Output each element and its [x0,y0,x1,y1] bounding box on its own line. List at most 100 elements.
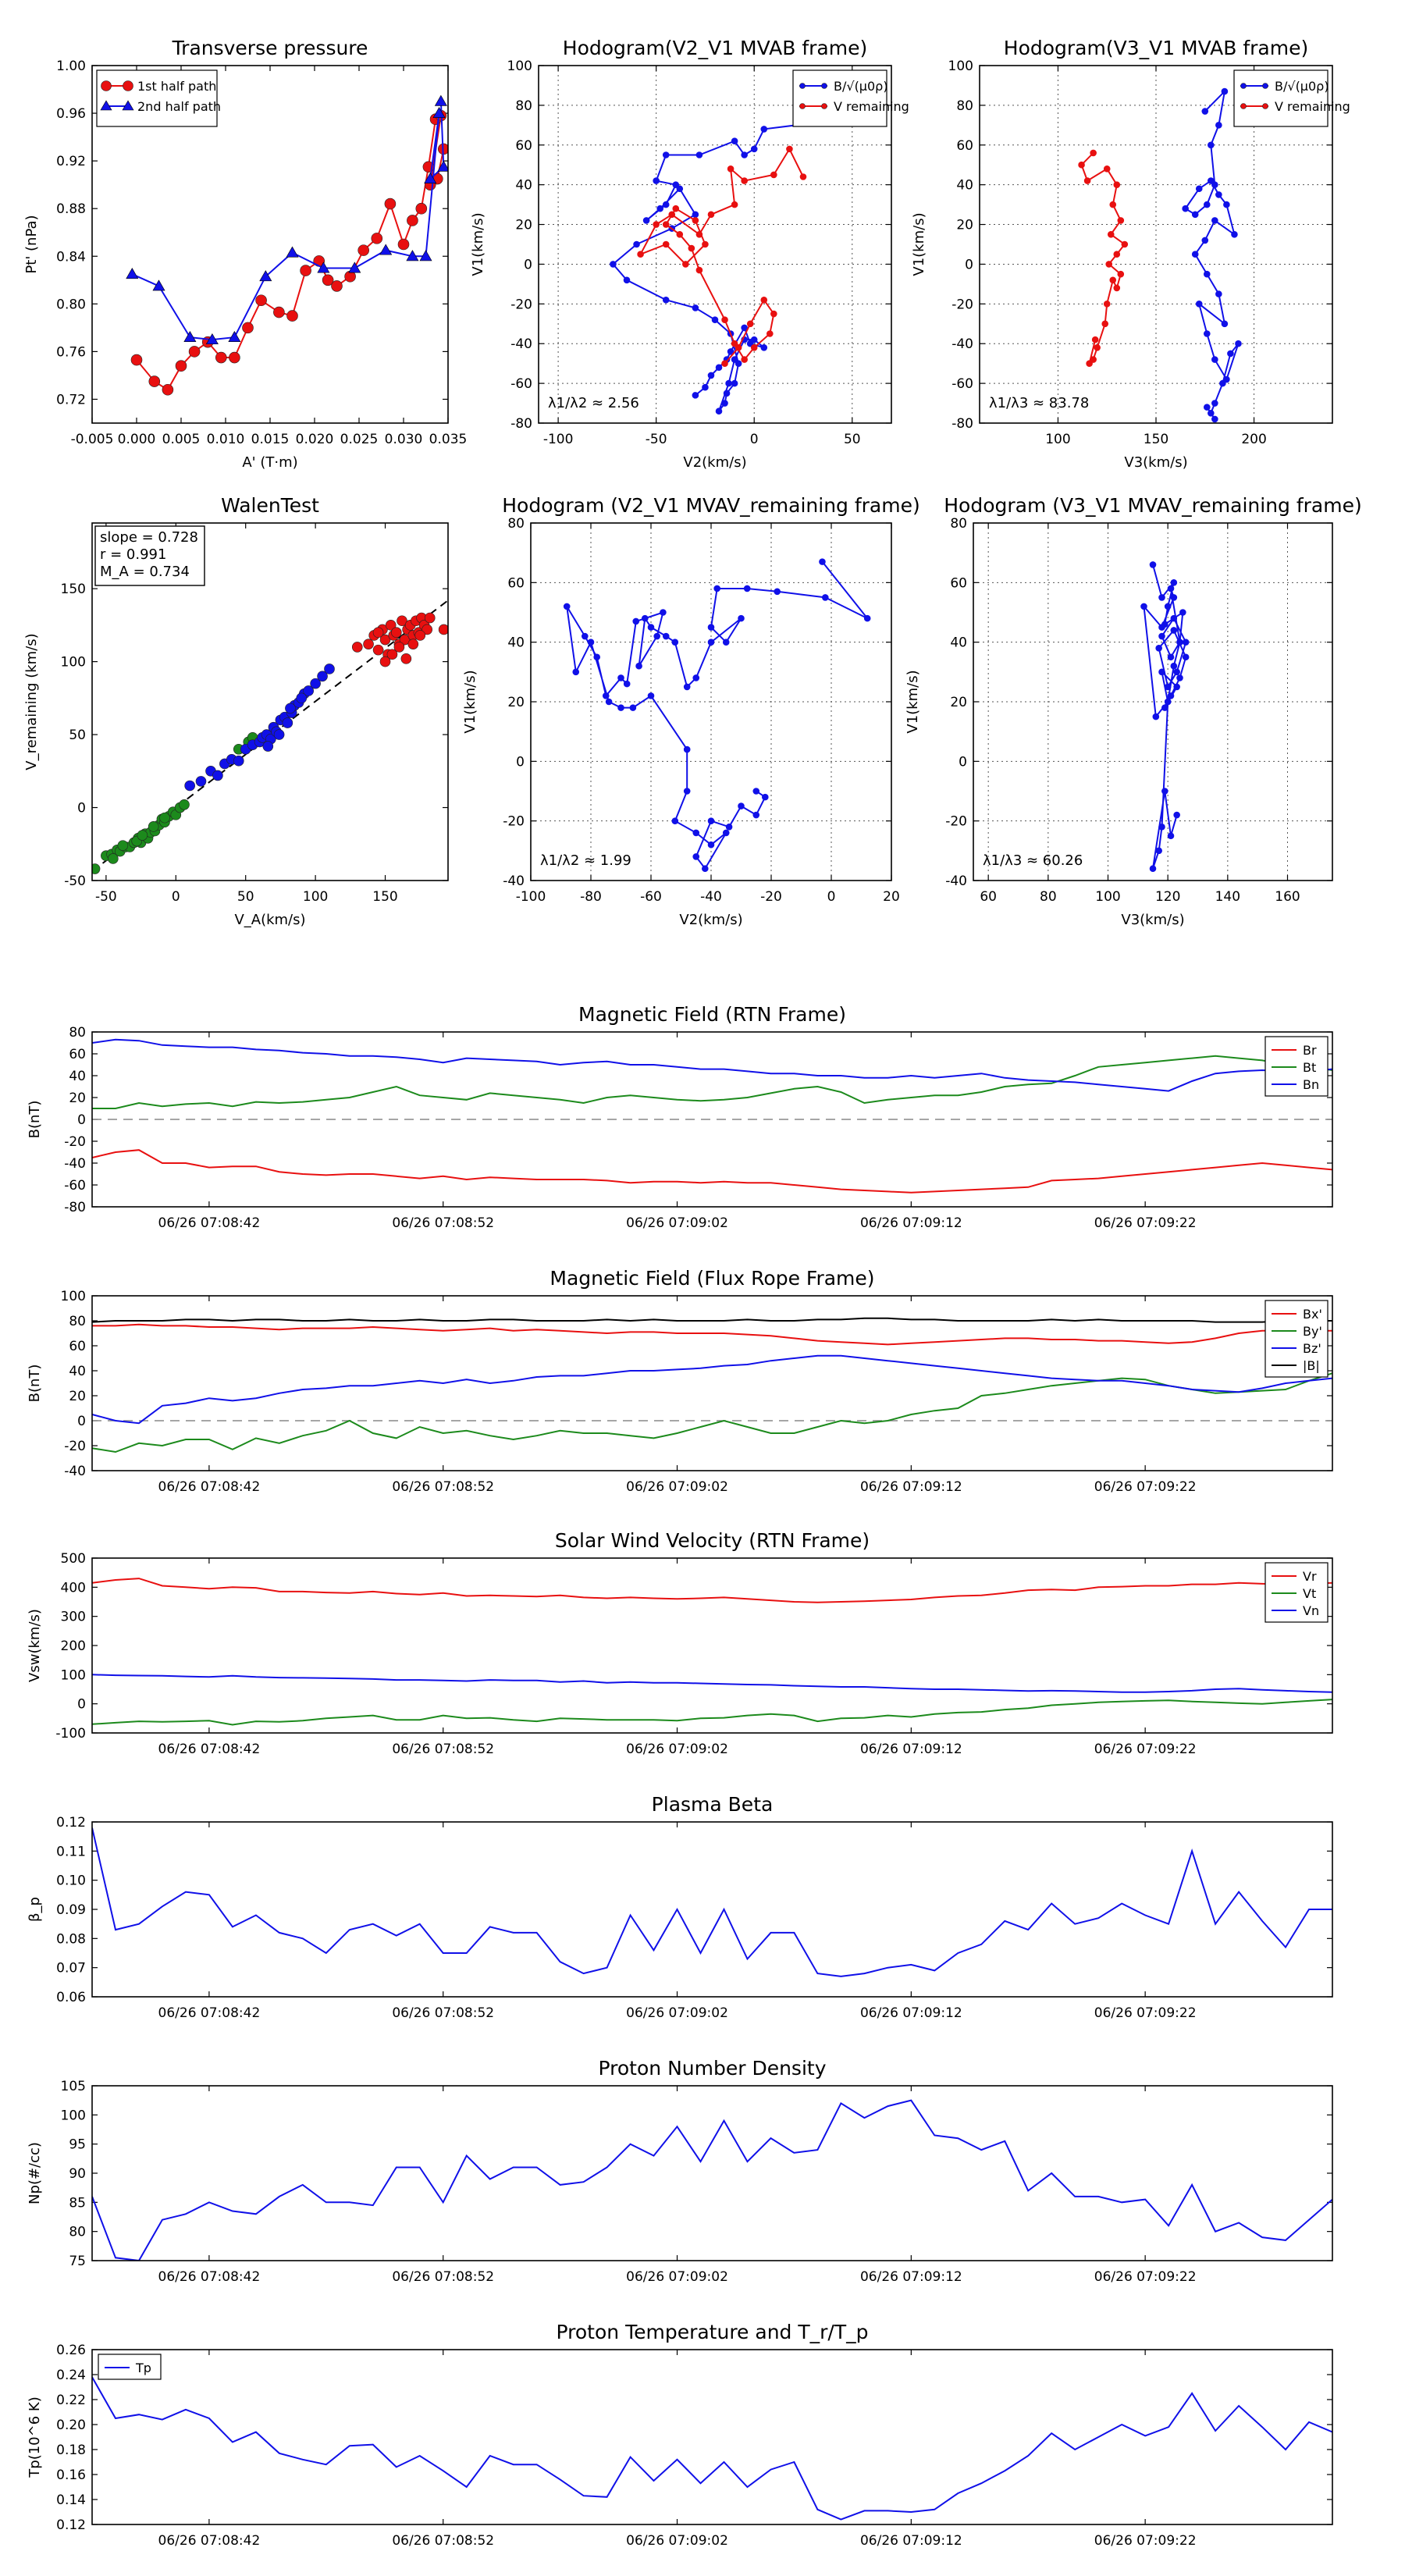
data-point [273,729,285,740]
data-point [761,793,769,801]
data-point [379,656,391,667]
x-tick-label: 06/26 07:09:02 [626,1479,728,1495]
y-tick-label: 1.00 [56,59,86,74]
x-tick-label: 0.025 [340,432,379,447]
plot-frame [91,1031,1333,1208]
data-point [662,632,670,640]
data-point [296,692,308,704]
plot-frame [538,65,892,424]
x-tick-label: 06/26 07:09:02 [626,2533,728,2549]
solar-wind-velocity-title: Solar Wind Velocity (RTN Frame) [555,1529,870,1552]
data-point [715,364,723,372]
data-point [617,674,624,681]
series-line-bt [92,1055,1332,1109]
y-tick-label: 0.18 [56,2443,86,2458]
data-point [819,558,826,565]
data-point [1211,181,1218,188]
x-tick-label: 100 [303,889,328,905]
hodogram-v3-v1-mvab-panel: 100 150 200 -80 -60 -40 -20 0 20 40 60 80 100 λ1/λ3 ≈… [948,59,1350,447]
hodogram-v3-v1-mvav-plot-area [1140,561,1190,873]
data-point [662,221,670,228]
plasma-beta-ylabel: β_p [27,1897,43,1922]
data-point [1164,683,1172,691]
y-tick-label: 40 [950,635,967,651]
x-tick-label: 0.035 [429,432,468,447]
data-point [660,609,667,616]
data-point [653,177,660,184]
data-point [1221,87,1229,95]
data-point [1221,320,1229,328]
data-point [741,177,748,184]
y-tick-label: -40 [64,1156,86,1172]
x-tick-label: 160 [1275,889,1300,905]
walen-test-ylabel: V_remaining (km/s) [23,633,40,770]
data-point [324,664,335,674]
hodogram-v2-v1-mvav-plot-area [563,558,871,873]
y-tick-label: -20 [64,1134,86,1150]
y-tick-label: 500 [61,1551,86,1567]
data-point [400,653,412,664]
legend-label: Bt [1303,1060,1316,1075]
data-point [1103,301,1111,308]
data-point [1090,356,1097,363]
data-point [701,865,709,873]
y-tick-label: 0.08 [56,1931,86,1947]
magnetic-field-flux-rope-ylabel: B(nT) [27,1364,43,1403]
y-tick-label: 60 [69,1339,86,1354]
stats-line: M_A = 0.734 [100,564,190,580]
y-tick-label: 0 [516,754,525,770]
y-tick-label: 50 [69,728,86,743]
data-point [205,333,219,345]
y-tick-label: 0.80 [56,297,86,312]
data-point [760,296,768,304]
eigenvalue-ratio-label: λ1/λ2 ≈ 1.99 [540,852,631,869]
data-point [1208,141,1215,149]
data-point [1113,251,1121,258]
eigenvalue-ratio-label: λ1/λ3 ≈ 60.26 [983,852,1083,869]
hodogram-v2-v1-mvav-title: Hodogram (V2_V1 MVAV_remaining frame) [502,494,920,517]
data-point [386,649,398,660]
x-tick-label: -0.005 [71,432,114,447]
y-tick-label: -100 [55,1726,86,1742]
data-point [715,407,723,415]
hodogram-v2-v1-mvab-panel: -100 -50 0 50 -80 -60 -40 -20 0 20 40 60 80 100 λ1/λ2 … [507,59,909,447]
data-point [662,296,670,304]
y-tick-label: 60 [956,138,973,154]
data-point [723,390,731,397]
walen-test-title: WalenTest [221,494,319,517]
x-tick-label: 06/26 07:09:22 [1094,1215,1197,1231]
y-tick-label: 0.22 [56,2393,86,2408]
legend: Tp [98,2354,162,2380]
data-point [262,741,274,752]
y-tick-label: 100 [61,2108,86,2123]
legend-label: Vr [1303,1569,1317,1584]
data-point [641,614,649,622]
data-point [760,126,768,133]
data-point [1173,668,1180,676]
data-point [317,671,328,682]
data-point [786,145,793,153]
proton-temperature-ylabel: Tp(10^6 K) [27,2396,43,2478]
magnetic-field-rtn-title: Magnetic Field (RTN Frame) [578,1003,846,1026]
data-point [1203,270,1211,278]
data-point [399,634,411,646]
fit-line [92,600,448,872]
series-v-remaining [637,145,807,367]
data-point [1227,350,1234,358]
series-red [351,612,448,667]
y-tick-label: 80 [507,516,525,532]
data-point [152,279,165,291]
data-point [310,678,321,689]
y-tick-label: -80 [510,416,532,432]
data-point [137,830,148,841]
data-point [391,627,402,639]
eigenvalue-ratio-label: λ1/λ2 ≈ 2.56 [548,395,639,411]
data-point [1090,149,1097,157]
data-point [286,310,298,322]
hodogram-v2-v1-mvab-xlabel: V2(km/s) [683,454,746,471]
y-tick-label: -80 [64,1200,86,1215]
data-point [1211,400,1218,407]
x-tick-label: 06/26 07:08:42 [158,2005,261,2021]
plot-frame [91,2349,1333,2525]
plasma-beta-plot-area [92,1827,1332,1977]
